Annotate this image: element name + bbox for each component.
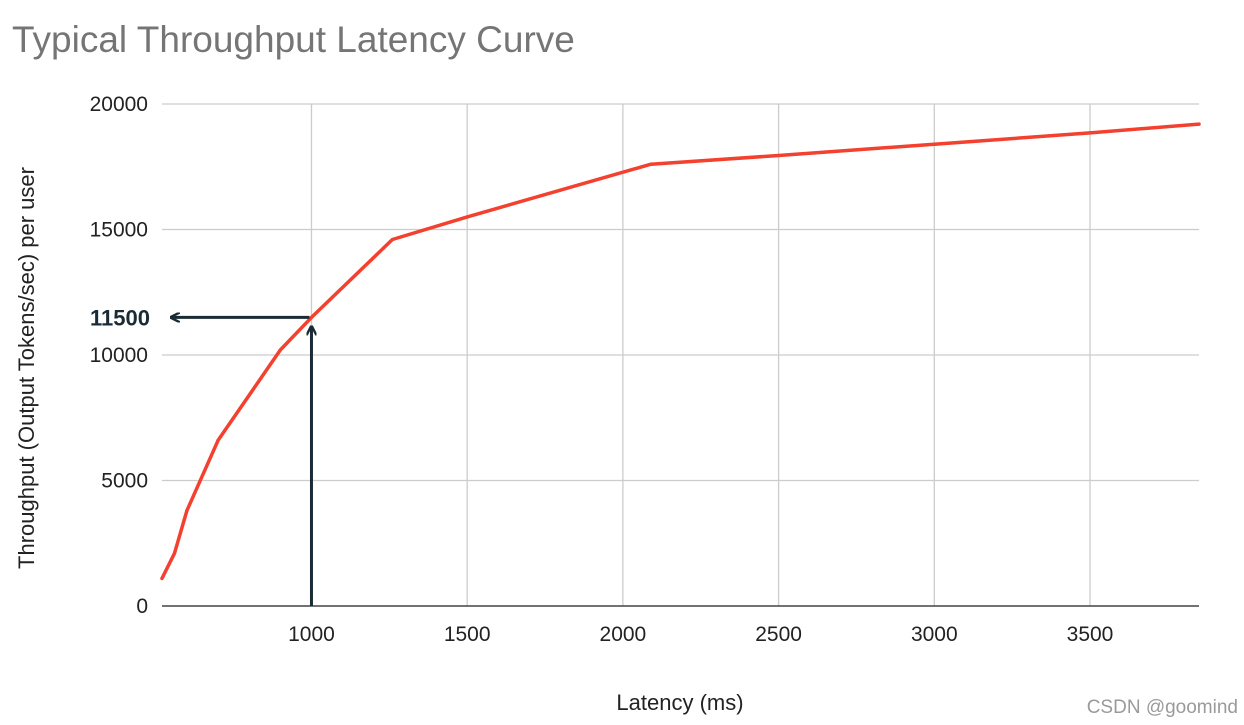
data-point: [309, 315, 314, 319]
y-gridlines: [162, 103, 1199, 482]
x-tick-label: 1500: [444, 623, 491, 646]
y-tick-label: 0: [136, 595, 148, 618]
annotation-label: 11500: [90, 305, 150, 330]
y-tick-label: 10000: [90, 344, 148, 367]
x-tick-label: 1000: [288, 623, 335, 646]
data-point: [776, 153, 781, 158]
series-line: [160, 122, 1201, 581]
data-point: [185, 509, 189, 513]
data-point: [649, 162, 653, 166]
y-axis-title: Throughput (Output Tokens/sec) per user: [14, 167, 39, 569]
x-tick-label: 2000: [600, 623, 647, 646]
x-tick-label: 3000: [911, 623, 958, 646]
y-tick-labels: 0 5000 10000 15000 20000: [90, 93, 148, 618]
x-tick-label: 3500: [1067, 623, 1114, 646]
annotation-layer: 11500: [90, 305, 311, 606]
data-point: [1088, 131, 1092, 135]
data-point: [172, 551, 177, 555]
y-tick-label: 15000: [90, 219, 148, 242]
series-layer: [160, 122, 1201, 581]
data-point: [160, 576, 164, 580]
chart-title: Typical Throughput Latency Curve: [12, 19, 575, 60]
x-axis-title: Latency (ms): [616, 690, 743, 715]
x-tick-label: 2500: [755, 623, 802, 646]
y-tick-label: 5000: [101, 470, 148, 493]
data-point: [278, 348, 282, 352]
data-point: [932, 142, 936, 146]
data-point: [465, 215, 469, 219]
watermark: CSDN @goomind: [1087, 697, 1238, 718]
data-point: [390, 237, 395, 242]
data-point: [1197, 122, 1201, 126]
data-point: [216, 438, 220, 442]
y-tick-label: 20000: [90, 93, 148, 116]
x-tick-labels: 1000 1500 2000 2500 3000 3500: [288, 623, 1113, 646]
